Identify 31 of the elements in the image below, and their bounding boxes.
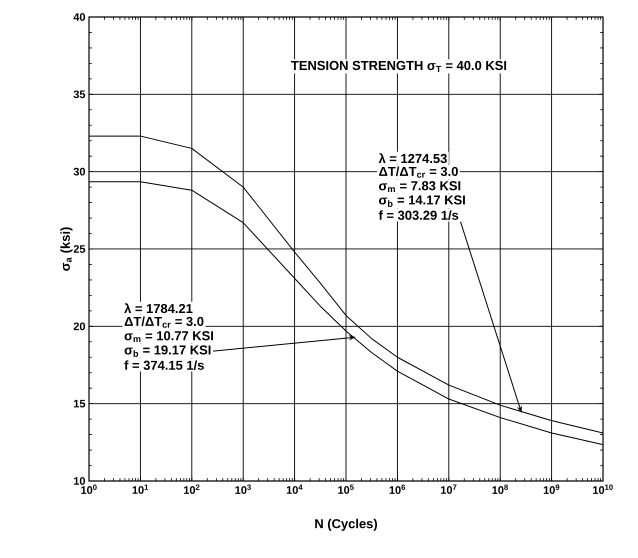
x-tick-label: 10$^{1}$ <box>132 484 148 494</box>
y-tick-label: 35 <box>74 90 86 98</box>
annotation: TENSION STRENGTH σ$_{T}$ = 40.0 KSI <box>291 60 506 72</box>
annotation: λ = 1784.21 <box>124 303 193 314</box>
y-tick-label: 20 <box>74 322 86 330</box>
y-tick-label: 15 <box>74 400 86 408</box>
x-tick-label: 10$^{7}$ <box>441 484 456 494</box>
y-tick-label: 10 <box>74 477 86 485</box>
x-tick-label: 10$^{8}$ <box>492 484 508 494</box>
annotation: σ$_{b}$ = 19.17 KSI <box>124 345 210 357</box>
y-tick-label: 30 <box>74 168 86 176</box>
annotation: σ$_{b}$ = 14.17 KSI <box>379 195 465 207</box>
y-tick-label: 40 <box>73 13 86 21</box>
annotation: λ = 1274.53 <box>378 153 447 164</box>
x-tick-label: 10$^{6}$ <box>390 484 406 494</box>
y-tick-label: 25 <box>74 245 86 253</box>
annotation: ΔT/ΔT$_{cr}$ = 3.0 <box>379 166 458 178</box>
x-tick-label: 10$^{5}$ <box>338 484 354 494</box>
x-tick-label: 10$^{2}$ <box>184 484 200 494</box>
annotation: ΔT/ΔT$_{cr}$ = 3.0 <box>124 316 204 328</box>
annotation: σ$_{m}$ = 7.83 KSI <box>379 181 460 192</box>
x-tick-label: 10$^{10}$ <box>593 484 613 494</box>
x-tick-label: 10$^{3}$ <box>235 484 251 494</box>
annotation: f = 374.15 1/s <box>124 360 204 370</box>
annotation: f = 303.29 1/s <box>378 210 458 220</box>
annotation: σ$_{m}$ = 10.77 KSI <box>124 331 214 342</box>
x-axis-title: N (Cycles) <box>315 518 378 531</box>
x-tick-label: 10$^{9}$ <box>544 484 560 494</box>
y-axis-title: σ$_{a}$ (ksi) <box>60 227 72 271</box>
x-tick-label: 10$^{4}$ <box>286 484 303 494</box>
x-tick-label: 10$^{0}$ <box>81 484 97 494</box>
